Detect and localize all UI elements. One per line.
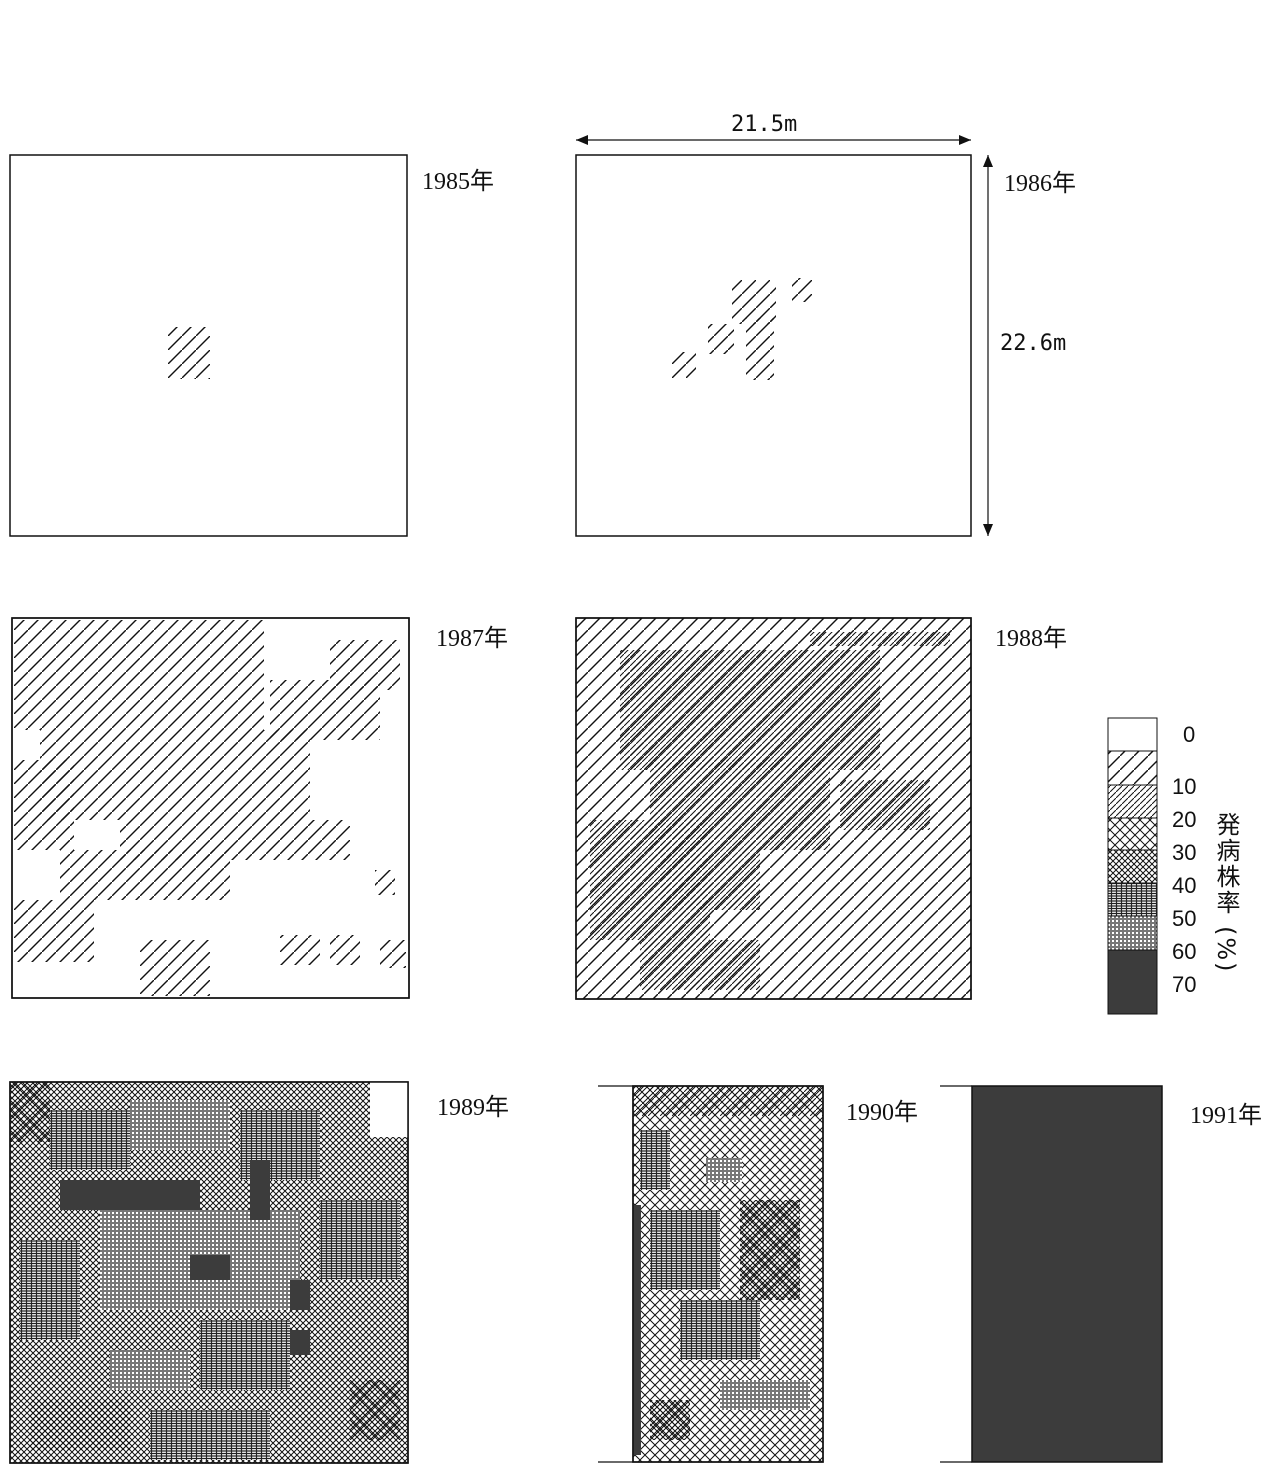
legend-title: 発病株率 <box>1212 812 1240 916</box>
disease-patch <box>14 620 406 996</box>
disease-patch <box>633 1086 823 1455</box>
map-1987 <box>11 617 410 999</box>
legend-tick-40: 40 <box>1172 873 1197 898</box>
legend-tick-20: 20 <box>1172 807 1197 832</box>
width-dimension-label: 21.5m <box>731 112 798 137</box>
legend-tick-60: 60 <box>1172 939 1197 964</box>
year-label-1986: 1986年 <box>1004 171 1076 197</box>
map-1988 <box>575 617 972 1000</box>
year-label-1991: 1991年 <box>1190 1103 1262 1129</box>
disease-patch <box>590 632 950 990</box>
height-dimension-label: 22.6m <box>1000 331 1067 356</box>
legend-unit: (%) <box>1212 926 1240 974</box>
legend-tick-30: 30 <box>1172 840 1197 865</box>
map-1986 <box>575 154 972 537</box>
year-label-1990: 1990年 <box>846 1100 918 1126</box>
legend-scale <box>1107 717 1158 1015</box>
disease-patch <box>10 1082 408 1460</box>
legend-tick-50: 50 <box>1172 906 1197 931</box>
height-dimension <box>983 155 993 536</box>
year-label-1988: 1988年 <box>995 626 1067 652</box>
year-label-1989: 1989年 <box>437 1095 509 1121</box>
disease-patch <box>168 327 210 379</box>
map-1991 <box>940 1085 1163 1463</box>
map-1985 <box>9 154 408 537</box>
year-label-1987: 1987年 <box>436 626 508 652</box>
legend-tick-70: 70 <box>1172 972 1197 997</box>
year-label-1985: 1985年 <box>422 169 494 195</box>
legend-tick-0: 0 <box>1183 722 1196 747</box>
map-1990 <box>598 1085 824 1463</box>
width-dimension <box>576 135 971 145</box>
map-1989 <box>9 1081 409 1464</box>
disease-patch <box>672 278 812 380</box>
legend-tick-10: 10 <box>1172 774 1197 799</box>
